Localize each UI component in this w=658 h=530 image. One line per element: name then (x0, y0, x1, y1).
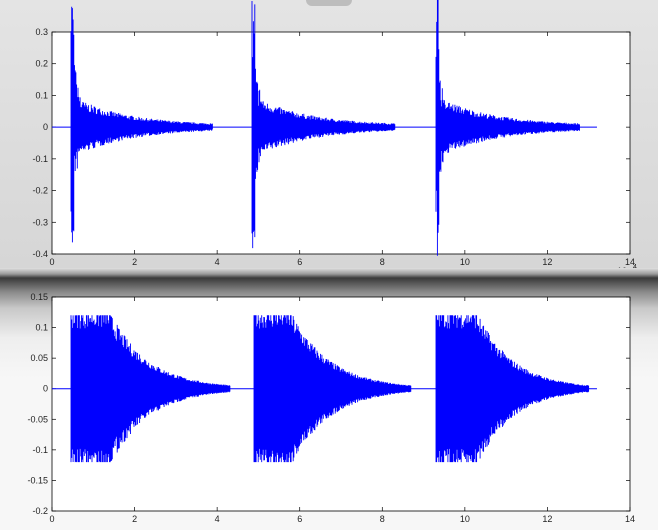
x-tick-label: 12 (542, 257, 552, 267)
y-tick-label: 0 (43, 122, 48, 132)
y-tick-label: 0.15 (30, 292, 48, 302)
x-tick-label: 8 (380, 257, 385, 267)
x-tick-label: 6 (297, 514, 302, 524)
x-tick-label: 0 (49, 257, 54, 267)
y-tick-label: 0.3 (35, 27, 48, 37)
x-tick-label: 6 (297, 257, 302, 267)
waveform-burst-3 (435, 315, 590, 463)
x-tick-label: 0 (49, 514, 54, 524)
y-tick-label: -0.4 (32, 249, 48, 259)
plot-area (51, 31, 631, 255)
bottom-waveform-chart: 0.150.10.050-0.05-0.1-0.15-0.20 2 4 6 8 10 12 1… (27, 292, 635, 524)
x-tick-label: 8 (380, 514, 385, 524)
waveform-burst-1 (70, 315, 231, 463)
top-waveform-chart: 0.30.20.10-0.1-0.2-0.3-0.402468101214x 1… (32, 0, 637, 268)
window-notch (306, 0, 352, 6)
y-tick-label: -0.3 (32, 217, 48, 227)
y-tick-label: -0.1 (32, 445, 48, 455)
y-tick-label: 0 (43, 384, 48, 394)
panel-divider (0, 268, 658, 278)
x-tick-label: 14 (625, 514, 635, 524)
y-tick-label: -0.2 (32, 186, 48, 196)
x-exponent-label: x 10 (610, 266, 627, 268)
top-chart-panel: 0.30.20.10-0.1-0.2-0.3-0.402468101214x 1… (0, 0, 658, 268)
y-tick-label: -0.1 (32, 154, 48, 164)
x-tick-label: 2 (132, 257, 137, 267)
waveform-burst-1 (70, 6, 213, 243)
x-tick-label: 4 (215, 514, 220, 524)
y-tick-label: 0.2 (35, 59, 48, 69)
y-tick-label: 0.1 (35, 90, 48, 100)
waveform-burst-2 (251, 1, 396, 249)
y-tick-label: 0.1 (35, 323, 48, 333)
y-tick-label: -0.15 (27, 475, 48, 485)
x-tick-label: 10 (460, 514, 470, 524)
x-tick-label: 12 (542, 514, 552, 524)
x-tick-label: 10 (460, 257, 470, 267)
y-tick-label: -0.05 (27, 414, 48, 424)
bottom-chart-panel: 0.15 0.1 0.05 0 -0.05 -0.1 -0.15 -0.2 0 2 4 6 8 10 12 1… (0, 278, 658, 530)
x-tick-label: 4 (215, 257, 220, 267)
x-tick-label: 14 (625, 257, 635, 267)
waveform-burst-2 (253, 315, 412, 463)
waveform-burst-3 (435, 0, 580, 256)
y-tick-label: -0.2 (32, 506, 48, 516)
y-tick-label: 0.05 (30, 353, 48, 363)
x-tick-label: 2 (132, 514, 137, 524)
x-exponent-power: 4 (633, 264, 637, 268)
